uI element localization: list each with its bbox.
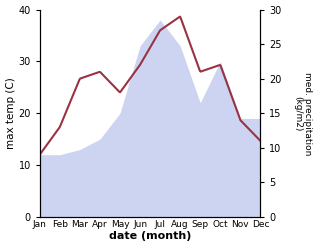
Y-axis label: max temp (C): max temp (C) (5, 77, 16, 149)
Y-axis label: med. precipitation
(kg/m2): med. precipitation (kg/m2) (293, 72, 313, 155)
X-axis label: date (month): date (month) (109, 231, 191, 242)
